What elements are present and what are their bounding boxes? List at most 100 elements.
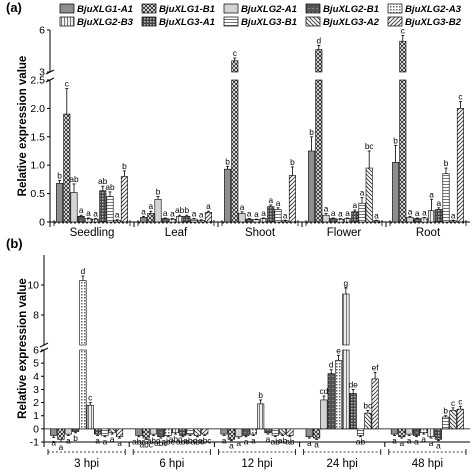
significance-letter: c bbox=[458, 397, 462, 407]
significance-letter: a bbox=[266, 434, 271, 444]
bar-48-hpi bbox=[390, 428, 399, 435]
significance-letter: abc bbox=[139, 439, 152, 449]
significance-letter: a bbox=[79, 205, 84, 215]
significance-letter: cd bbox=[320, 386, 329, 396]
category-label: 24 hpi bbox=[327, 458, 358, 470]
bar-leaf bbox=[168, 218, 176, 223]
bar-48-hpi bbox=[434, 428, 442, 440]
bar-3-hpi bbox=[57, 428, 65, 440]
y-tick-label: 0 bbox=[39, 217, 45, 229]
y-tick-label: 0 bbox=[33, 423, 39, 435]
significance-letter: abc bbox=[132, 437, 145, 447]
y-tick-label: 6 bbox=[33, 345, 39, 357]
bar-48-hpi bbox=[456, 408, 464, 430]
significance-letter: a bbox=[148, 201, 153, 211]
significance-letter: a bbox=[170, 209, 175, 219]
bar-24-hpi bbox=[342, 349, 350, 430]
legend-label-9: BjuXLG3-B2 bbox=[405, 17, 462, 28]
significance-letter: g bbox=[344, 278, 349, 288]
category-label: Root bbox=[416, 227, 441, 239]
y-tick-label: 3 bbox=[33, 384, 39, 396]
significance-letter: a bbox=[240, 202, 245, 212]
axis-break-mark bbox=[39, 342, 49, 348]
significance-letter: ab bbox=[356, 437, 366, 447]
bar-leaf bbox=[190, 218, 198, 223]
legend-label-0: BjuXLG1-A1 bbox=[77, 4, 133, 15]
significance-letter: a bbox=[251, 435, 256, 445]
bar-flower bbox=[315, 79, 323, 223]
bar-6-hpi bbox=[149, 428, 158, 435]
significance-letter: ab bbox=[105, 182, 115, 192]
significance-letter: a bbox=[115, 210, 120, 220]
significance-letter: de bbox=[349, 379, 359, 389]
bar-24-hpi bbox=[327, 373, 335, 430]
significance-letter: b bbox=[225, 156, 230, 166]
bar-flower bbox=[351, 211, 359, 223]
bar-24-hpi-upper bbox=[342, 293, 350, 346]
significance-letter: a bbox=[352, 200, 357, 210]
significance-letter: a bbox=[414, 437, 419, 447]
bar-leaf bbox=[176, 216, 184, 223]
y-tick-label: -1 bbox=[30, 437, 39, 449]
y-tick-label: 1 bbox=[33, 410, 39, 422]
bar-seedling bbox=[120, 176, 128, 223]
bar-12-hpi bbox=[242, 428, 250, 436]
bar-shoot bbox=[224, 168, 232, 223]
bar-shoot bbox=[281, 220, 289, 223]
significance-letter: ab bbox=[278, 435, 288, 445]
significance-letter: a bbox=[436, 198, 441, 208]
bar-leaf bbox=[140, 217, 148, 223]
significance-letter: ab bbox=[98, 176, 108, 186]
bar-48-hpi bbox=[420, 428, 428, 434]
significance-letter: a bbox=[324, 203, 329, 213]
significance-letter: a bbox=[283, 210, 288, 220]
bar-24-hpi bbox=[364, 412, 372, 430]
significance-letter: a bbox=[374, 210, 379, 220]
significance-letter: b bbox=[444, 158, 449, 168]
y-tick-label: 2 bbox=[33, 397, 39, 409]
significance-letter: c bbox=[88, 393, 92, 403]
bar-flower bbox=[336, 218, 344, 223]
bar-seedling bbox=[70, 192, 78, 223]
bar-3-hpi bbox=[115, 428, 124, 438]
bar-6-hpi bbox=[157, 428, 165, 438]
bar-12-hpi bbox=[286, 428, 294, 436]
category-label: 48 hpi bbox=[412, 458, 443, 470]
bar-48-hpi bbox=[398, 428, 406, 438]
chart-a: 0 0.5 1.0 1.5 2.0 2.53 6 Relative expression va… bbox=[17, 25, 470, 239]
bar-3-hpi bbox=[64, 428, 72, 435]
bar-3-hpi bbox=[79, 349, 87, 430]
y-tick-label: 10 bbox=[27, 280, 39, 292]
significance-letter: a bbox=[222, 435, 227, 445]
bar-leaf bbox=[161, 218, 169, 223]
significance-letter: b bbox=[184, 205, 189, 215]
bar-3-hpi bbox=[50, 428, 58, 436]
bar-seedling bbox=[92, 218, 100, 223]
significance-letter: a bbox=[392, 435, 397, 445]
bar-24-hpi bbox=[371, 378, 379, 430]
significance-letter: abc bbox=[147, 435, 160, 445]
significance-letter: abc bbox=[183, 435, 196, 445]
significance-letter: ab bbox=[285, 437, 295, 447]
significance-letter: b bbox=[73, 433, 78, 443]
bar-12-hpi bbox=[264, 428, 272, 434]
legend-label-2: BjuXLG2-A1 bbox=[241, 4, 297, 15]
significance-letter: c bbox=[451, 398, 455, 408]
legend-swatch-0 bbox=[59, 3, 75, 14]
bar-leaf bbox=[147, 213, 155, 223]
bar-24-hpi bbox=[305, 428, 313, 438]
significance-letter: a bbox=[422, 207, 427, 217]
significance-letter: bc bbox=[365, 141, 374, 151]
bar-6-hpi bbox=[135, 428, 143, 436]
significance-letter: b bbox=[156, 186, 161, 196]
significance-letter: a bbox=[415, 208, 420, 218]
significance-letter: c bbox=[65, 79, 69, 89]
significance-letter: abc bbox=[191, 437, 204, 447]
bar-12-hpi bbox=[235, 428, 243, 438]
bar-12-hpi bbox=[257, 403, 265, 430]
significance-letter: a bbox=[86, 208, 91, 218]
significance-letter: a bbox=[399, 438, 404, 448]
significance-letter: a bbox=[66, 435, 71, 445]
bar-6-hpi bbox=[186, 428, 194, 435]
